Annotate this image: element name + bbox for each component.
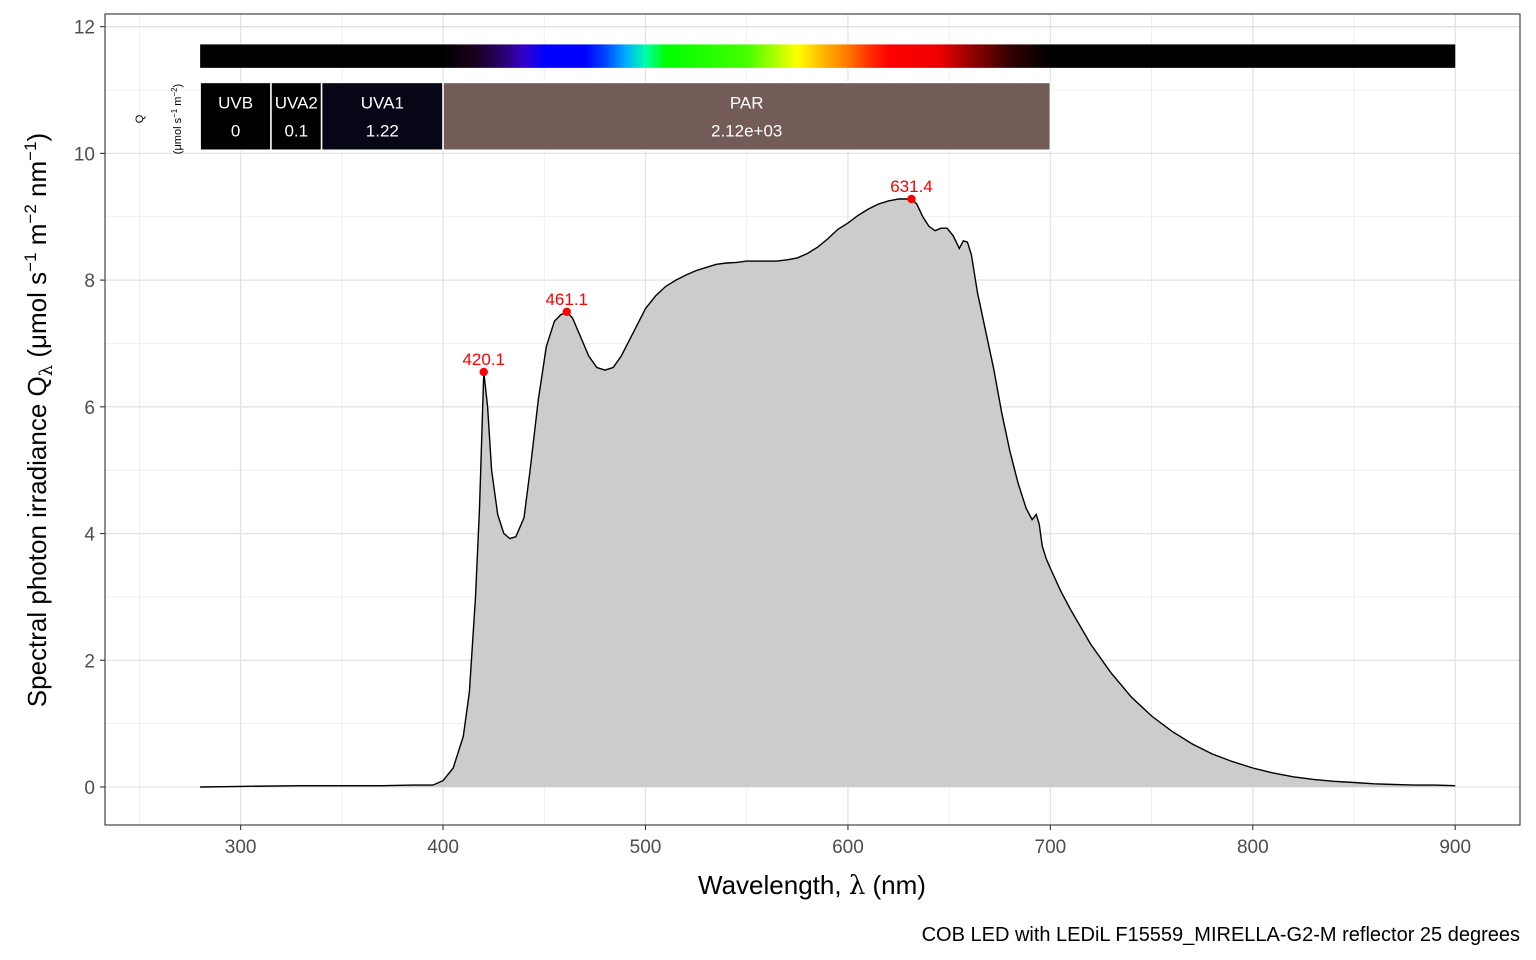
y-tick-label: 8 bbox=[84, 271, 95, 292]
spectrum-fill bbox=[200, 199, 1456, 787]
waveband-value-uvb: 0 bbox=[231, 121, 240, 140]
waveband-name-uva2: UVA2 bbox=[275, 93, 318, 112]
waveband-name-uvb: UVB bbox=[218, 93, 253, 112]
y-tick-label: 4 bbox=[84, 525, 95, 546]
waveband-boxes: UVB 0 UVA2 0.1 UVA1 1.22 PAR 2.12e+03 bbox=[199, 81, 1052, 151]
x-tick-label: 400 bbox=[427, 837, 459, 858]
y-tick-label: 0 bbox=[84, 778, 95, 799]
x-axis-title: Wavelength, λ (nm) bbox=[698, 870, 926, 901]
peak-marker bbox=[562, 307, 571, 316]
peak-label: 461.1 bbox=[545, 290, 588, 309]
chart-caption: COB LED with LEDiL F15559_MIRELLA-G2-M r… bbox=[922, 924, 1520, 946]
y-axis-title: Spectral photon irradiance Qλ (μmol s−1 … bbox=[21, 133, 57, 707]
peak-marker bbox=[479, 367, 488, 377]
waveband-q-symbol: Q bbox=[134, 114, 146, 123]
x-tick-label: 300 bbox=[225, 837, 257, 858]
waveband-box-par bbox=[442, 81, 1052, 151]
x-tick-label: 600 bbox=[832, 837, 864, 858]
wavelength-color-bar bbox=[200, 44, 1456, 68]
peak-markers: 420.1 461.1 631.4 bbox=[462, 177, 933, 377]
waveband-q-label: Q (μmol s−1 m−2) bbox=[134, 84, 184, 154]
waveband-box-uva2 bbox=[270, 81, 323, 151]
waveband-box-uvb bbox=[199, 81, 272, 151]
waveband-q-unit: (μmol s−1 m−2) bbox=[170, 84, 184, 154]
peak-marker bbox=[907, 194, 916, 204]
y-tick-label: 2 bbox=[84, 651, 95, 672]
waveband-value-par: 2.12e+03 bbox=[711, 121, 782, 140]
color-bar-strip bbox=[200, 44, 1456, 68]
y-tick-label: 6 bbox=[84, 398, 95, 419]
x-tick-label: 800 bbox=[1237, 837, 1269, 858]
y-tick-label: 12 bbox=[74, 18, 95, 39]
spectrum-area bbox=[200, 198, 1456, 788]
x-tick-label: 900 bbox=[1439, 837, 1471, 858]
waveband-value-uva2: 0.1 bbox=[284, 121, 308, 140]
waveband-box-uva1 bbox=[320, 81, 444, 151]
x-tick-label: 700 bbox=[1035, 837, 1067, 858]
plot-panel-border bbox=[104, 13, 1521, 826]
waveband-name-uva1: UVA1 bbox=[361, 93, 404, 112]
waveband-name-par: PAR bbox=[730, 93, 764, 112]
x-tick-label: 500 bbox=[630, 837, 662, 858]
axis-ticks: 300 400 500 600 700 800 900 0 2 4 6 8 10 12 bbox=[74, 18, 1471, 858]
waveband-value-uva1: 1.22 bbox=[366, 121, 399, 140]
peak-label: 420.1 bbox=[462, 350, 505, 369]
peak-label: 631.4 bbox=[890, 177, 933, 196]
spectrum-line bbox=[200, 198, 1456, 788]
y-tick-label: 10 bbox=[74, 144, 95, 165]
